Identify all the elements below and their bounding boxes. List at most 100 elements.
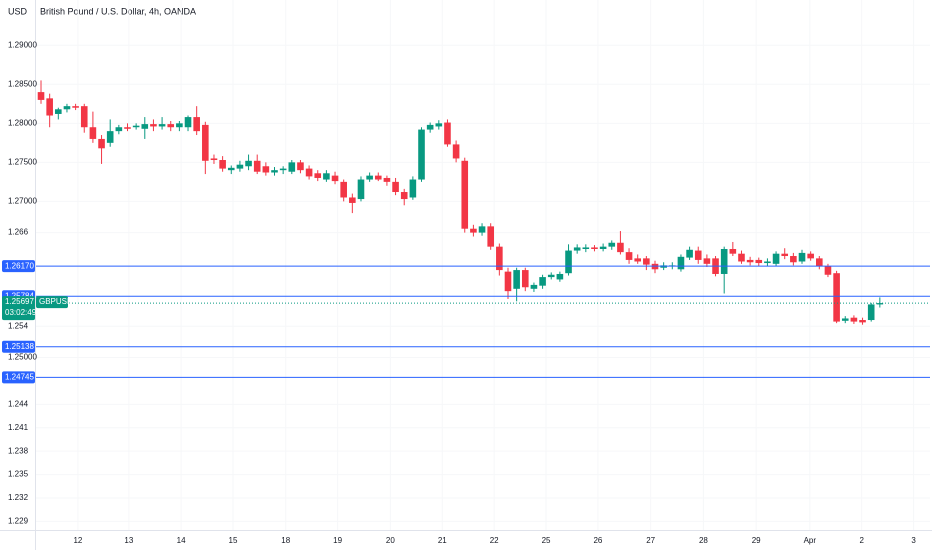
candle-body (867, 304, 875, 321)
x-tick-label: Apr (804, 536, 817, 545)
candle-body (764, 261, 771, 264)
candle-body (63, 106, 71, 110)
x-tick-label: 15 (229, 536, 238, 545)
candle-body (158, 124, 166, 127)
candle-body (141, 124, 149, 129)
candle-body (124, 127, 131, 129)
candle-body (115, 127, 123, 132)
x-tick-label: 21 (438, 536, 447, 545)
y-tick-label: 1.28000 (8, 118, 37, 127)
candle-body (703, 258, 711, 264)
candle-body (694, 250, 702, 260)
candle-body (253, 160, 261, 172)
y-tick-label: 1.235 (8, 470, 29, 479)
candle-body (824, 266, 832, 275)
candle-body (210, 158, 218, 161)
candle-body (202, 124, 209, 161)
candle-body (193, 117, 200, 132)
y-tick-label: 1.229 (8, 517, 29, 526)
candle-body (167, 124, 175, 128)
candle-body (366, 175, 373, 180)
last-price-label: 1.25697 (5, 297, 34, 306)
candle-body (798, 252, 806, 262)
candle-body (478, 226, 486, 233)
x-tick-label: 2 (859, 536, 864, 545)
candle-body (876, 303, 884, 305)
candle-body (262, 166, 270, 173)
candle-body (539, 277, 546, 286)
candle-body (98, 138, 105, 149)
candle-body (55, 109, 62, 114)
candle-body (279, 168, 287, 171)
x-tick-label: 18 (281, 536, 290, 545)
candle-body (80, 106, 88, 128)
candle-body (625, 252, 633, 260)
last-price-box (2, 296, 35, 321)
y-tick-label: 1.238 (8, 446, 29, 455)
candle-body (314, 173, 322, 178)
y-tick-label: 1.241 (8, 423, 29, 432)
candle-body (106, 131, 114, 143)
candle-body (859, 320, 866, 323)
candle-body (599, 246, 607, 249)
candle-body (444, 122, 451, 145)
candle-body (409, 179, 417, 198)
y-tick-label: 1.266 (8, 228, 29, 237)
candle-body (807, 253, 814, 259)
candle-body (219, 160, 226, 169)
candle-body (89, 127, 97, 139)
x-tick-label: 29 (752, 536, 761, 545)
line-price-label: 1.25784 (5, 291, 34, 300)
candle-body (841, 318, 849, 321)
candle-body (591, 247, 598, 249)
y-tick-label: 1.232 (8, 493, 29, 502)
currency-label: USD (8, 6, 28, 16)
candle-body (470, 228, 477, 233)
candle-body (547, 274, 555, 278)
candle-body (530, 284, 538, 289)
y-tick-label: 1.27000 (8, 196, 37, 205)
candle-body (746, 259, 754, 263)
candle-body (452, 144, 460, 159)
candle-body (790, 256, 797, 263)
candle-body (426, 124, 434, 130)
y-tick-label: 1.254 (8, 321, 29, 330)
candle-body (487, 226, 494, 247)
candle-body (461, 160, 469, 229)
x-tick-label: 14 (177, 536, 186, 545)
candle-body (643, 258, 650, 265)
candle-body (418, 129, 425, 180)
candle-body (184, 117, 192, 128)
candle-body (349, 197, 356, 203)
candle-body (400, 192, 408, 200)
candle-body (288, 162, 296, 172)
candle-body (686, 249, 693, 258)
countdown-label: 03:02:49 (5, 308, 37, 317)
symbol-box (36, 296, 68, 309)
candle-body (738, 253, 745, 262)
x-tick-label: 25 (542, 536, 551, 545)
candle-body (297, 162, 304, 171)
line-price-label: 1.24745 (5, 373, 34, 382)
candle-body (176, 123, 183, 128)
y-tick-label: 1.244 (8, 399, 29, 408)
candle-body (816, 258, 823, 267)
x-tick-label: 13 (124, 536, 133, 545)
candle-body (383, 177, 391, 182)
candle-body (781, 253, 789, 257)
x-tick-label: 28 (699, 536, 708, 545)
candle-body (720, 248, 728, 274)
candle-body (357, 179, 365, 200)
y-tick-label: 1.27500 (8, 157, 37, 166)
x-tick-label: 26 (593, 536, 602, 545)
candle-body (305, 168, 313, 177)
candle-body (573, 247, 581, 251)
y-tick-label: 1.25000 (8, 353, 37, 362)
x-tick-label: 3 (911, 536, 916, 545)
line-price-box (2, 260, 35, 273)
candle-body (755, 259, 763, 264)
candle-body (132, 125, 140, 128)
candle-body (37, 92, 45, 100)
candle-body (323, 173, 330, 180)
candle-body (833, 273, 840, 322)
